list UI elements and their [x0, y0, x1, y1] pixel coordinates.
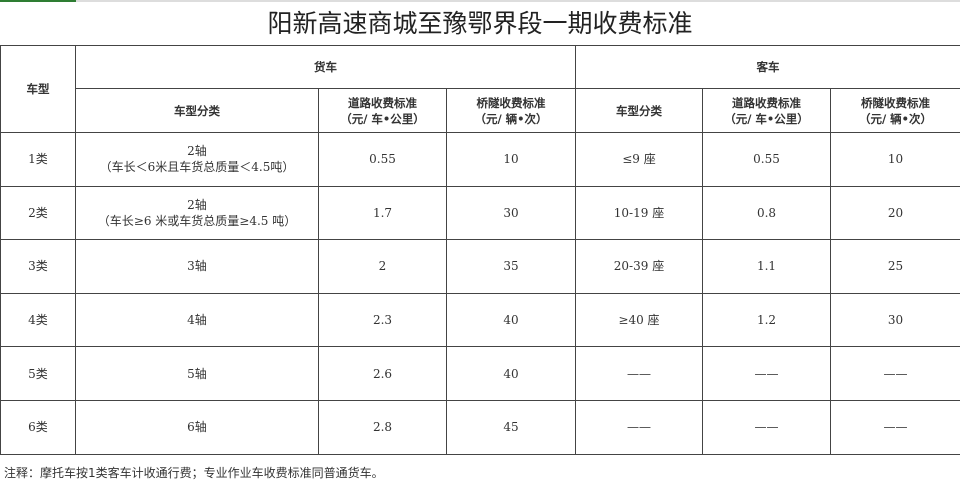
- table-row: 3类 3轴 2 35 20-39 座 1.1 25: [0, 239, 960, 294]
- unit: （元/ 辆•次）: [858, 111, 933, 126]
- table-row: 5类 5轴 2.6 40 —— —— ——: [0, 346, 960, 401]
- truck-bridge-fee-cell: 10: [446, 132, 576, 187]
- label: 桥隧收费标准: [476, 95, 546, 110]
- bus-class-cell: 20-39 座: [575, 239, 703, 294]
- vehicle-type-cell: 2类: [0, 185, 76, 241]
- truck-class-cell: 2轴 （车长＜6米且车货总质量＜4.5吨）: [75, 132, 319, 187]
- bus-road-fee-cell: 0.55: [702, 132, 831, 187]
- bus-bridge-fee-cell: 25: [830, 239, 960, 294]
- truck-bridge-fee-cell: 35: [446, 239, 576, 294]
- bus-road-fee-cell: ——: [702, 346, 831, 401]
- vehicle-type-cell: 3类: [0, 239, 76, 294]
- top-border: [0, 0, 960, 2]
- bus-road-fee-cell: ——: [702, 399, 831, 455]
- header-bus-road: 道路收费标准 （元/ 车•公里）: [702, 88, 831, 133]
- bus-bridge-fee-cell: ——: [830, 399, 960, 455]
- header-vehicle-type: 车型: [0, 45, 76, 133]
- vehicle-type-cell: 1类: [0, 132, 76, 187]
- truck-road-fee-cell: 1.7: [318, 185, 447, 241]
- vehicle-type-cell: 6类: [0, 399, 76, 455]
- axle-count: 4轴: [187, 313, 207, 328]
- axle-count: 5轴: [187, 366, 207, 381]
- unit: （元/ 辆•次）: [474, 111, 548, 126]
- header-truck: 货车: [75, 45, 576, 89]
- header-truck-road: 道路收费标准 （元/ 车•公里）: [318, 88, 447, 133]
- axle-count: 6轴: [187, 420, 207, 435]
- bus-bridge-fee-cell: 20: [830, 185, 960, 241]
- header-truck-class: 车型分类: [75, 88, 319, 133]
- bus-class-cell: ≤9 座: [575, 132, 703, 187]
- table-row: 1类 2轴 （车长＜6米且车货总质量＜4.5吨） 0.55 10 ≤9 座 0.55 10: [0, 132, 960, 187]
- header-bus: 客车: [575, 45, 960, 89]
- header-truck-bridge: 桥隧收费标准 （元/ 辆•次）: [446, 88, 576, 133]
- unit: （元/ 车•公里）: [724, 111, 809, 126]
- truck-class-cell: 4轴: [75, 292, 319, 348]
- truck-class-cell: 6轴: [75, 399, 319, 455]
- axle-count: 2轴: [187, 144, 207, 159]
- truck-class-cell: 2轴 （车长≥6 米或车货总质量≥4.5 吨）: [75, 185, 319, 241]
- truck-road-fee-cell: 0.55: [318, 132, 447, 187]
- truck-road-fee-cell: 2.6: [318, 346, 447, 401]
- bus-road-fee-cell: 1.2: [702, 292, 831, 348]
- truck-road-fee-cell: 2.8: [318, 399, 447, 455]
- axle-count: 2轴: [187, 197, 207, 212]
- label: 道路收费标准: [732, 95, 801, 110]
- truck-road-fee-cell: 2.3: [318, 292, 447, 348]
- vehicle-type-cell: 5类: [0, 346, 76, 401]
- bus-class-cell: 10-19 座: [575, 185, 703, 241]
- truck-bridge-fee-cell: 40: [446, 346, 576, 401]
- unit: （元/ 车•公里）: [340, 111, 425, 126]
- truck-class-cell: 5轴: [75, 346, 319, 401]
- footnote: 注释：摩托车按1类客车计收通行费；专业作业车收费标准同普通货车。: [4, 466, 384, 480]
- class-condition: （车长＜6米且车货总质量＜4.5吨）: [99, 160, 295, 175]
- bus-bridge-fee-cell: ——: [830, 346, 960, 401]
- bus-class-cell: ——: [575, 399, 703, 455]
- truck-road-fee-cell: 2: [318, 239, 447, 294]
- truck-bridge-fee-cell: 30: [446, 185, 576, 241]
- label: 道路收费标准: [348, 95, 417, 110]
- table-row: 4类 4轴 2.3 40 ≥40 座 1.2 30: [0, 292, 960, 348]
- bus-bridge-fee-cell: 30: [830, 292, 960, 348]
- toll-table: 车型 货车 客车 车型分类 道路收费标准 （元/ 车•公里） 桥隧收费标准 （元/ …: [0, 45, 960, 455]
- truck-class-cell: 3轴: [75, 239, 319, 294]
- header-bus-class: 车型分类: [575, 88, 703, 133]
- bus-road-fee-cell: 1.1: [702, 239, 831, 294]
- label: 桥隧收费标准: [861, 95, 930, 110]
- accent-bar: [0, 0, 76, 2]
- bus-road-fee-cell: 0.8: [702, 185, 831, 241]
- page-title: 阳新高速商城至豫鄂界段一期收费标准: [267, 9, 693, 38]
- truck-bridge-fee-cell: 40: [446, 292, 576, 348]
- vehicle-type-cell: 4类: [0, 292, 76, 348]
- header-bus-bridge: 桥隧收费标准 （元/ 辆•次）: [830, 88, 960, 133]
- bus-class-cell: ≥40 座: [575, 292, 703, 348]
- table-row: 6类 6轴 2.8 45 —— —— ——: [0, 399, 960, 455]
- truck-bridge-fee-cell: 45: [446, 399, 576, 455]
- bus-class-cell: ——: [575, 346, 703, 401]
- table-row: 2类 2轴 （车长≥6 米或车货总质量≥4.5 吨） 1.7 30 10-19 座 0.8 2…: [0, 185, 960, 241]
- class-condition: （车长≥6 米或车货总质量≥4.5 吨）: [97, 213, 297, 228]
- bus-bridge-fee-cell: 10: [830, 132, 960, 187]
- axle-count: 3轴: [187, 259, 207, 274]
